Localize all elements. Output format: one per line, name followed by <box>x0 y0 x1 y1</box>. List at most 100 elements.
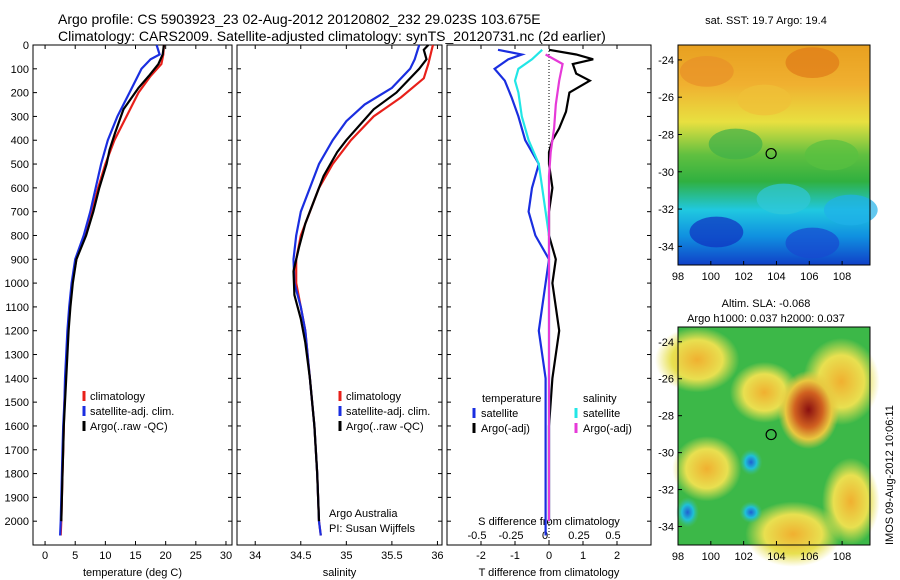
x-tick-label: 25 <box>190 550 202 562</box>
y-tick-label: 1000 <box>5 278 29 290</box>
legend-label: Argo(-adj) <box>481 423 530 435</box>
y-tick-label: 700 <box>11 207 29 219</box>
sla-texture <box>822 457 880 545</box>
panel-frame-2 <box>236 44 443 546</box>
legend-title-salinity: salinity <box>583 393 617 405</box>
sst-texture <box>708 128 763 160</box>
x-tick-label: 1 <box>580 550 586 562</box>
map-x-tick-label: 106 <box>800 551 818 563</box>
y-tick-label: 0 <box>23 40 29 52</box>
legend-label: satellite <box>481 408 518 420</box>
x-tick-label: 34 <box>249 550 261 562</box>
x-tick-label: 10 <box>99 550 111 562</box>
footer-stamp: IMOS 09-Aug-2012 10:06:11 <box>884 405 896 545</box>
y-tick-label: 1800 <box>5 469 29 481</box>
header-line-2: Climatology: CARS2009. Satellite-adjuste… <box>58 28 606 44</box>
legend-label: climatology <box>346 391 402 403</box>
y-tick-label: 1600 <box>5 421 29 433</box>
map-x-tick-label: 102 <box>734 271 752 283</box>
legend-label: Argo(..raw -QC) <box>90 421 168 433</box>
x-tick-label: 34.5 <box>290 550 311 562</box>
map-x-tick-label: 98 <box>672 551 684 563</box>
x-tick-label: 5 <box>72 550 78 562</box>
y-tick-label: 1700 <box>5 445 29 457</box>
x-axis-label: salinity <box>323 567 357 579</box>
map-y-tick-label: -24 <box>658 337 674 349</box>
x-axis-label: temperature (deg C) <box>83 567 182 579</box>
argo-location-marker <box>765 428 777 441</box>
series-line-3-4 <box>545 53 564 522</box>
map-y-tick-label: -34 <box>658 241 674 253</box>
header-line-1: Argo profile: CS 5903923_23 02-Aug-2012 … <box>58 11 541 27</box>
sla-texture <box>739 449 763 476</box>
x-tick-label: 0 <box>42 550 48 562</box>
y-tick-label: 1200 <box>5 326 29 338</box>
legend-label: satellite-adj. clim. <box>90 406 174 418</box>
argo-location-marker <box>765 147 777 160</box>
map-y-tick-label: -32 <box>658 485 674 497</box>
map-x-tick-label: 108 <box>833 551 851 563</box>
legend-title-temperature: temperature <box>482 393 541 405</box>
sst-texture <box>804 139 859 171</box>
y-tick-label: 1300 <box>5 350 29 362</box>
x-axis-label-top: S difference from climatology <box>478 516 620 528</box>
salinity-tick-label: 0.25 <box>568 530 589 542</box>
panel-frame-1 <box>32 44 233 546</box>
x-tick-label: 30 <box>220 550 232 562</box>
sst-texture <box>689 216 744 248</box>
x-tick-label: 36 <box>431 550 443 562</box>
salinity-tick-label: -0.25 <box>498 530 523 542</box>
y-tick-label: 1900 <box>5 492 29 504</box>
salinity-tick-label: 0.5 <box>605 530 620 542</box>
map-frame-1 <box>677 44 871 266</box>
map-title: sat. SST: 19.7 Argo: 19.4 <box>705 15 827 27</box>
x-tick-label: 35.5 <box>381 550 402 562</box>
x-tick-label: 35 <box>340 550 352 562</box>
series-line-3-2 <box>547 48 594 522</box>
legend-label: climatology <box>90 391 146 403</box>
y-tick-label: 1400 <box>5 373 29 385</box>
map-x-tick-label: 104 <box>767 271 785 283</box>
map-y-tick-label: -28 <box>658 411 674 423</box>
map-y-tick-label: -24 <box>658 55 674 67</box>
y-tick-label: 300 <box>11 111 29 123</box>
map-y-tick-label: -26 <box>658 374 674 386</box>
map-y-tick-label: -30 <box>658 167 674 179</box>
x-tick-label: -1 <box>510 550 520 562</box>
series-line-2-3 <box>292 44 430 522</box>
y-tick-label: 900 <box>11 254 29 266</box>
sst-texture <box>823 194 878 226</box>
x-tick-label: 0 <box>546 550 552 562</box>
annotation-line: Argo Australia <box>329 508 398 520</box>
sla-texture <box>745 501 842 567</box>
series-line-1-3 <box>60 44 165 522</box>
map-x-tick-label: 100 <box>702 271 720 283</box>
map-y-tick-label: -28 <box>658 129 674 141</box>
y-tick-label: 600 <box>11 183 29 195</box>
map-x-tick-label: 102 <box>734 551 752 563</box>
y-tick-label: 2000 <box>5 516 29 528</box>
y-tick-label: 400 <box>11 135 29 147</box>
y-tick-label: 1100 <box>5 302 29 314</box>
sst-texture <box>785 227 840 259</box>
y-tick-label: 500 <box>11 159 29 171</box>
sst-texture <box>785 47 840 78</box>
x-tick-label: -2 <box>476 550 486 562</box>
sla-texture <box>672 436 742 502</box>
legend-label: Argo(-adj) <box>583 423 632 435</box>
map-y-tick-label: -32 <box>658 204 674 216</box>
map-x-tick-label: 98 <box>672 271 684 283</box>
legend-label: Argo(..raw -QC) <box>346 421 424 433</box>
salinity-tick-label: 0 <box>542 530 548 542</box>
x-tick-label: 15 <box>129 550 141 562</box>
sst-texture <box>756 183 811 215</box>
map-x-tick-label: 100 <box>702 551 720 563</box>
y-tick-label: 200 <box>11 88 29 100</box>
sla-texture <box>654 327 740 393</box>
sst-texture <box>679 56 734 87</box>
legend-label: satellite <box>583 408 620 420</box>
map-x-tick-label: 104 <box>767 551 785 563</box>
x-axis-label: T difference from climatology <box>479 567 620 579</box>
y-tick-label: 800 <box>11 230 29 242</box>
